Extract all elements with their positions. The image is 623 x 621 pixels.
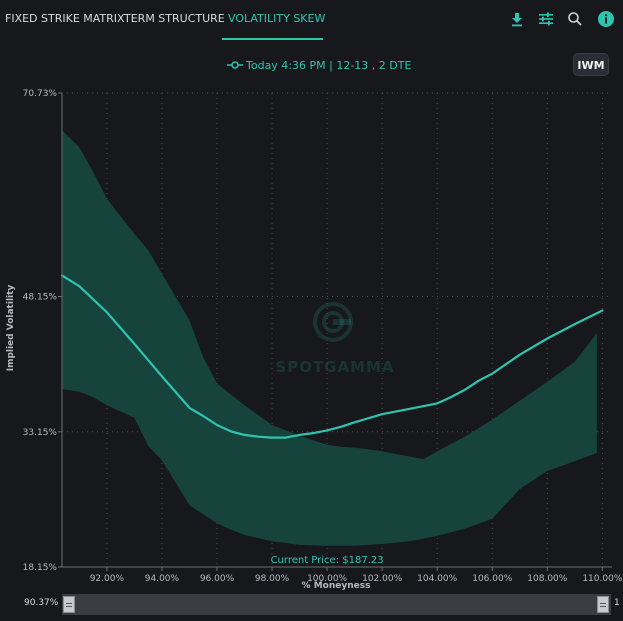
- tab-volatility-skew[interactable]: VOLATILITY SKEW: [228, 12, 326, 25]
- range-min-label: 90.37%: [24, 598, 59, 608]
- y-tick-label: 70.73%: [23, 89, 58, 99]
- range-handle-right[interactable]: [597, 596, 609, 613]
- legend-line-marker-icon: [227, 61, 243, 69]
- download-icon[interactable]: [508, 10, 526, 28]
- x-tick-label: 110.00%: [582, 574, 622, 584]
- y-tick-label: 33.15%: [23, 428, 58, 438]
- legend-label: Today 4:36 PM | 12-13 , 2 DTE: [246, 59, 412, 72]
- chart-legend[interactable]: Today 4:36 PM | 12-13 , 2 DTE: [227, 58, 411, 74]
- x-tick-label: 92.00%: [90, 574, 125, 584]
- search-icon[interactable]: [566, 10, 584, 28]
- band-layer: [62, 130, 597, 546]
- x-axis-title: % Moneyness: [301, 581, 371, 591]
- x-tick-label: 100.00%: [307, 574, 347, 584]
- y-tick-label: 18.15%: [23, 563, 58, 573]
- tab-term-structure[interactable]: TERM STRUCTURE: [124, 12, 225, 25]
- x-tick-label: 104.00%: [417, 574, 457, 584]
- current-price-label: Current Price: $187.23: [271, 555, 384, 566]
- range-handle-left[interactable]: [63, 596, 75, 613]
- y-axis-title: Implied Volatility: [6, 284, 16, 372]
- label-layer: 18.15% 33.15% 48.15% 70.73% 92.00% 94.00% 96.0…: [23, 89, 623, 584]
- iv-range-band[interactable]: [62, 130, 597, 546]
- x-tick-label: 106.00%: [472, 574, 512, 584]
- x-tick-label: 98.00%: [255, 574, 290, 584]
- y-tick-label: 48.15%: [23, 293, 58, 303]
- line-layer: [60, 274, 604, 439]
- tab-bar: FIXED STRIKE MATRIX TERM STRUCTURE VOLAT…: [0, 0, 623, 40]
- x-tick-label: 96.00%: [200, 574, 235, 584]
- iv-skew-line[interactable]: [60, 274, 604, 439]
- symbol-button[interactable]: IWM: [573, 53, 609, 76]
- watermark-text: SPOTGAMMA: [275, 358, 395, 376]
- volatility-skew-chart[interactable]: 18.15% 33.15% 48.15% 70.73% 92.00% 94.00% 96.0…: [0, 0, 623, 590]
- x-tick-label: 108.00%: [527, 574, 567, 584]
- info-icon[interactable]: [597, 10, 615, 28]
- spotgamma-logo-icon: [313, 302, 353, 342]
- range-max-label: 1: [614, 598, 620, 608]
- axis-layer: [58, 92, 612, 571]
- x-tick-label: 94.00%: [145, 574, 180, 584]
- x-tick-label: 102.00%: [362, 574, 402, 584]
- tab-fixed-strike-matrix[interactable]: FIXED STRIKE MATRIX: [5, 12, 125, 25]
- active-tab-indicator: [222, 38, 323, 40]
- range-slider-track[interactable]: [62, 594, 611, 615]
- sliders-icon[interactable]: [537, 10, 555, 28]
